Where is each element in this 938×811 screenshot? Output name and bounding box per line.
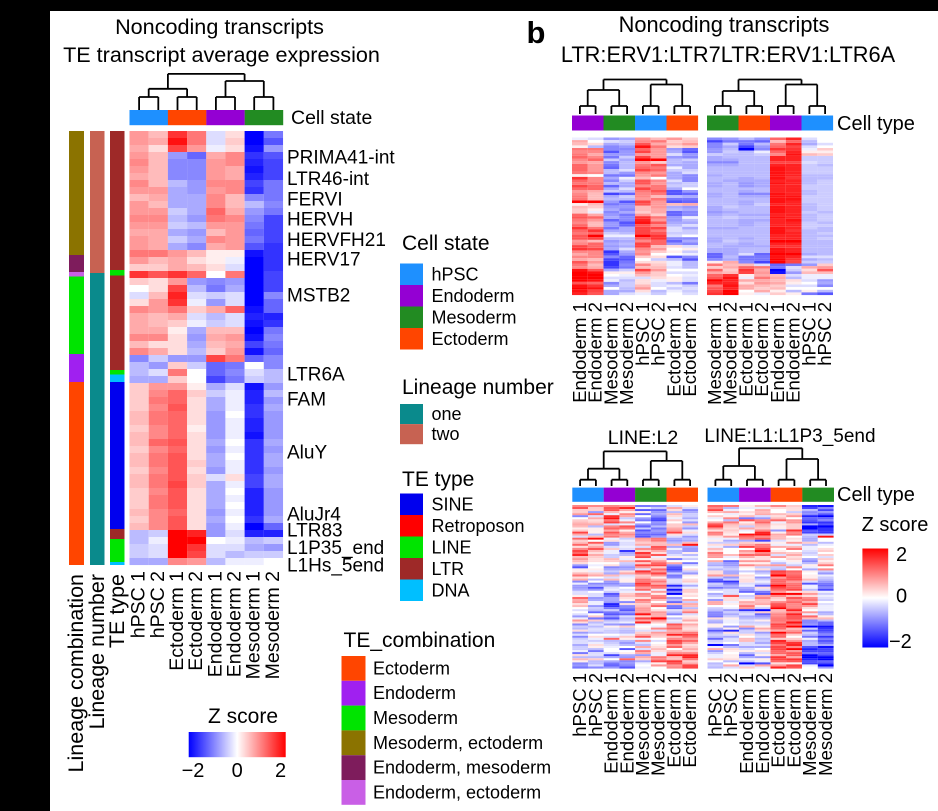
svg-text:Mesoderm 2: Mesoderm 2: [648, 673, 669, 776]
svg-text:Endoderm 2: Endoderm 2: [224, 571, 246, 677]
svg-text:Endoderm 1: Endoderm 1: [601, 673, 622, 774]
svg-text:Endoderm 2: Endoderm 2: [616, 673, 637, 774]
svg-text:Mesoderm: Mesoderm: [432, 307, 517, 327]
svg-text:Endoderm 2: Endoderm 2: [585, 302, 606, 403]
svg-text:Endoderm 1: Endoderm 1: [767, 302, 788, 403]
svg-text:Z score: Z score: [208, 705, 278, 728]
svg-text:2: 2: [896, 544, 907, 566]
svg-text:LINE:L1:L1P3_5end: LINE:L1:L1P3_5end: [704, 426, 875, 447]
svg-text:Mesoderm 1: Mesoderm 1: [799, 673, 820, 776]
svg-text:LTR83: LTR83: [287, 521, 343, 542]
svg-text:HERVH: HERVH: [287, 210, 353, 231]
svg-text:SINE: SINE: [432, 494, 474, 514]
svg-text:Mesoderm, ectoderm: Mesoderm, ectoderm: [373, 733, 543, 753]
svg-text:Mesoderm 2: Mesoderm 2: [720, 302, 741, 405]
svg-text:HERVFH21: HERVFH21: [287, 230, 386, 251]
svg-text:LINE: LINE: [432, 537, 472, 557]
svg-text:Mesoderm 2: Mesoderm 2: [616, 302, 637, 405]
svg-text:Ectoderm 2: Ectoderm 2: [679, 302, 700, 397]
svg-text:hPSC: hPSC: [432, 264, 479, 284]
svg-text:Mesoderm 2: Mesoderm 2: [815, 673, 836, 776]
svg-text:hPSC 2: hPSC 2: [814, 302, 835, 366]
svg-text:TE type: TE type: [105, 574, 129, 648]
svg-text:Mesoderm 1: Mesoderm 1: [600, 302, 621, 405]
svg-text:AluJr4: AluJr4: [287, 505, 341, 526]
svg-text:Ectoderm 2: Ectoderm 2: [185, 571, 207, 671]
svg-text:L1P35_end: L1P35_end: [287, 538, 384, 559]
svg-text:hPSC 1: hPSC 1: [569, 673, 590, 737]
svg-text:LTR:ERV1:LTR7LTR:ERV1:LTR6A: LTR:ERV1:LTR7LTR:ERV1:LTR6A: [561, 42, 896, 67]
svg-text:Lineage combination: Lineage combination: [64, 574, 88, 772]
svg-text:Endoderm: Endoderm: [432, 286, 515, 306]
svg-text:b: b: [527, 15, 546, 50]
svg-text:PRIMA41-int: PRIMA41-int: [287, 148, 395, 169]
svg-text:Mesoderm: Mesoderm: [373, 708, 458, 728]
svg-text:Mesoderm 1: Mesoderm 1: [704, 302, 725, 405]
svg-text:TE transcript average expressi: TE transcript average expression: [63, 42, 380, 67]
svg-text:Lineage number: Lineage number: [85, 574, 109, 729]
svg-text:hPSC 2: hPSC 2: [147, 571, 169, 638]
svg-text:HERV17: HERV17: [287, 250, 361, 271]
svg-text:LTR46-int: LTR46-int: [287, 169, 370, 190]
svg-text:Ectoderm 2: Ectoderm 2: [783, 673, 804, 768]
svg-text:−2: −2: [182, 760, 205, 782]
svg-text:Ectoderm 1: Ectoderm 1: [663, 302, 684, 397]
svg-text:AluY: AluY: [287, 443, 327, 464]
svg-text:hPSC 1: hPSC 1: [704, 673, 725, 737]
svg-text:hPSC 1: hPSC 1: [128, 571, 150, 638]
svg-text:MSTB2: MSTB2: [287, 286, 350, 307]
svg-text:0: 0: [232, 760, 243, 782]
svg-text:FAM: FAM: [287, 389, 326, 410]
svg-text:Ectoderm 1: Ectoderm 1: [166, 571, 188, 671]
svg-text:hPSC 2: hPSC 2: [648, 302, 669, 366]
svg-text:Endoderm, ectoderm: Endoderm, ectoderm: [373, 782, 541, 802]
svg-text:LTR6A: LTR6A: [287, 364, 345, 385]
svg-text:Endoderm 1: Endoderm 1: [569, 302, 590, 403]
svg-text:TE type: TE type: [402, 468, 474, 491]
svg-text:LINE:L2: LINE:L2: [608, 427, 678, 449]
svg-text:Endoderm 1: Endoderm 1: [736, 673, 757, 774]
svg-text:Mesoderm 2: Mesoderm 2: [262, 571, 284, 679]
svg-text:Ectoderm 1: Ectoderm 1: [663, 673, 684, 768]
svg-text:Endoderm 1: Endoderm 1: [204, 571, 226, 677]
svg-text:Z score: Z score: [862, 514, 929, 536]
svg-text:hPSC 2: hPSC 2: [585, 673, 606, 737]
svg-text:LTR: LTR: [432, 559, 465, 579]
svg-text:−2: −2: [889, 631, 912, 653]
svg-text:Cell type: Cell type: [837, 113, 915, 135]
svg-text:Ectoderm: Ectoderm: [373, 658, 450, 678]
svg-text:Endoderm 2: Endoderm 2: [783, 302, 804, 403]
svg-text:hPSC 1: hPSC 1: [632, 302, 653, 366]
svg-text:one: one: [432, 404, 462, 424]
svg-text:Retroposon: Retroposon: [432, 516, 525, 536]
svg-text:Ectoderm: Ectoderm: [432, 329, 509, 349]
svg-text:Noncoding transcripts: Noncoding transcripts: [115, 14, 324, 39]
svg-text:L1Hs_5end: L1Hs_5end: [287, 556, 384, 577]
svg-text:hPSC 2: hPSC 2: [720, 673, 741, 737]
svg-text:0: 0: [896, 586, 907, 608]
svg-text:Endoderm 2: Endoderm 2: [752, 673, 773, 774]
svg-text:Ectoderm 1: Ectoderm 1: [735, 302, 756, 397]
svg-text:two: two: [432, 424, 460, 444]
svg-text:TE_combination: TE_combination: [344, 629, 496, 652]
svg-text:2: 2: [275, 760, 286, 782]
svg-text:Noncoding transcripts: Noncoding transcripts: [619, 12, 830, 37]
svg-text:Cell state: Cell state: [402, 232, 490, 255]
svg-text:Endoderm: Endoderm: [373, 683, 456, 703]
svg-text:hPSC 1: hPSC 1: [798, 302, 819, 366]
svg-text:Ectoderm 2: Ectoderm 2: [679, 673, 700, 768]
svg-text:Ectoderm 2: Ectoderm 2: [751, 302, 772, 397]
svg-text:Endoderm, mesoderm: Endoderm, mesoderm: [373, 758, 551, 778]
svg-text:Ectoderm 1: Ectoderm 1: [768, 673, 789, 768]
svg-text:Mesoderm 1: Mesoderm 1: [243, 571, 265, 679]
svg-text:Mesoderm 1: Mesoderm 1: [632, 673, 653, 776]
svg-text:Lineage number: Lineage number: [402, 376, 554, 399]
svg-text:Cell type: Cell type: [837, 484, 915, 506]
svg-text:DNA: DNA: [432, 580, 470, 600]
svg-text:FERVI: FERVI: [287, 190, 343, 211]
svg-text:Cell state: Cell state: [291, 107, 372, 129]
